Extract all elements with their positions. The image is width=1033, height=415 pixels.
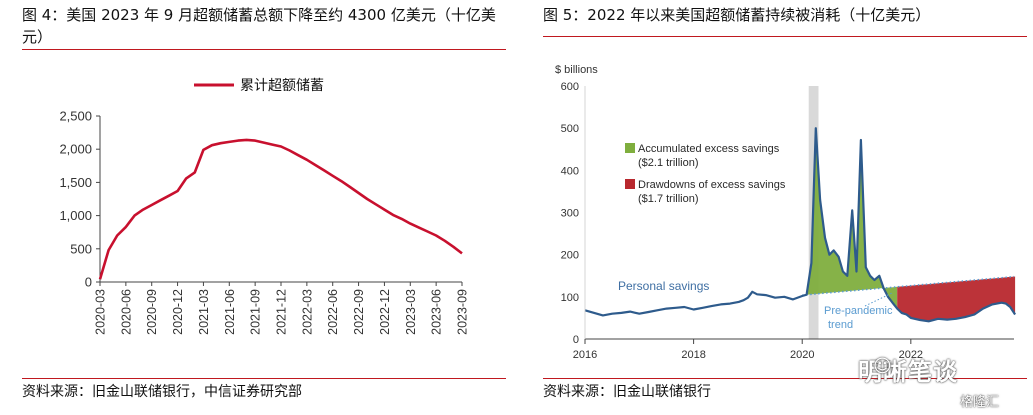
drawdown-savings-area: [897, 276, 1016, 322]
left-x-tick-label: 2021-06: [223, 289, 237, 335]
left-x-tick-label: 2020-12: [171, 289, 185, 335]
legend-label-accumulated: Accumulated excess savings: [638, 143, 780, 155]
left-x-tick-label: 2020-09: [145, 289, 159, 335]
left-y-tick-label: 0: [85, 275, 92, 290]
left-x-tick-label: 2020-06: [119, 289, 133, 335]
trend-pointer: [864, 292, 893, 307]
legend-swatch-accumulated: [625, 143, 635, 153]
left-y-tick-label: 1,500: [59, 175, 92, 190]
left-x-tick-label: 2020-03: [94, 289, 108, 335]
personal-savings-line: [584, 127, 1017, 323]
right-chart: 0 100 200 300 400 500 600 $ billions 2016 2018 202…: [555, 64, 1017, 361]
left-legend-label: 累计超额储蓄: [240, 78, 324, 94]
watermark-text: 明晰笔谈: [858, 358, 958, 386]
right-chart-title: 图 5：2022 年以来美国超额储蓄持续被消耗（十亿美元）: [543, 6, 931, 24]
left-source-rule: [22, 378, 506, 379]
left-x-tick-label: 2023-06: [430, 289, 444, 335]
legend-swatch-drawdown: [625, 179, 635, 189]
right-source-rule: [543, 378, 1027, 379]
right-y-tick-label: 400: [561, 165, 579, 177]
left-series-line: [98, 138, 463, 280]
right-x-tick-label: 2022: [899, 349, 923, 361]
right-y-tick-label: 300: [561, 208, 579, 220]
legend-label-drawdown: Drawdowns of excess savings: [638, 179, 786, 191]
legend-value-drawdown: ($1.7 trillion): [638, 193, 699, 205]
right-x-tick-label: 2020: [790, 349, 814, 361]
right-source: 资料来源：旧金山联储银行: [543, 384, 711, 400]
left-panel: 图 4：美国 2023 年 9 月超额储蓄总额下降至约 4300 亿美元（十亿美…: [0, 0, 512, 415]
left-chart: 0 500 1,000 1,500 2,000 2,500 2020-03 2020-06 20…: [59, 78, 470, 335]
pre-pandemic-trend-line: [802, 275, 1015, 296]
left-x-tick-label: 2022-03: [300, 289, 314, 335]
left-y-tick-label: 2,000: [59, 142, 92, 157]
brand-logo: 格隆汇: [960, 395, 1000, 410]
left-chart-title: 图 4：美国 2023 年 9 月超额储蓄总额下降至约 4300 亿美元（十亿美…: [22, 6, 496, 46]
right-y-tick-label: 200: [561, 250, 579, 262]
right-y-axis-unit: $ billions: [555, 64, 598, 76]
left-x-tick-label: 2021-03: [197, 289, 211, 335]
right-title-rule: [543, 36, 1027, 37]
wechat-icon: ☺: [873, 356, 892, 377]
left-x-tick-label: 2023-03: [404, 289, 418, 335]
left-y-tick-label: 1,000: [59, 208, 92, 223]
left-x-tick-label: 2021-09: [249, 289, 263, 335]
left-x-tick-label: 2022-12: [378, 289, 392, 335]
left-x-tick-label: 2021-12: [275, 289, 289, 335]
left-y-tick-label: 2,500: [59, 109, 92, 124]
left-source: 资料来源：旧金山联储银行，中信证券研究部: [22, 384, 302, 400]
right-y-tick-label: 0: [573, 334, 579, 346]
left-x-tick-label: 2023-09: [456, 289, 470, 335]
right-panel: 图 5：2022 年以来美国超额储蓄持续被消耗（十亿美元） 0 100 200 300…: [527, 0, 1033, 415]
right-x-tick-label: 2016: [573, 349, 597, 361]
left-title-rule: [22, 49, 506, 50]
right-y-tick-label: 600: [561, 81, 579, 93]
left-y-tick-label: 500: [70, 241, 92, 256]
left-x-tick-label: 2022-06: [326, 289, 340, 335]
right-y-tick-label: 100: [561, 292, 579, 304]
right-y-tick-label: 500: [561, 123, 579, 135]
legend-value-accumulated: ($2.1 trillion): [638, 157, 699, 169]
left-x-tick-label: 2022-09: [352, 289, 366, 335]
right-x-tick-label: 2018: [681, 349, 705, 361]
pre-pandemic-label: Pre-pandemic: [824, 305, 893, 317]
personal-savings-label: Personal savings: [618, 279, 709, 293]
trend-label: trend: [828, 319, 853, 331]
